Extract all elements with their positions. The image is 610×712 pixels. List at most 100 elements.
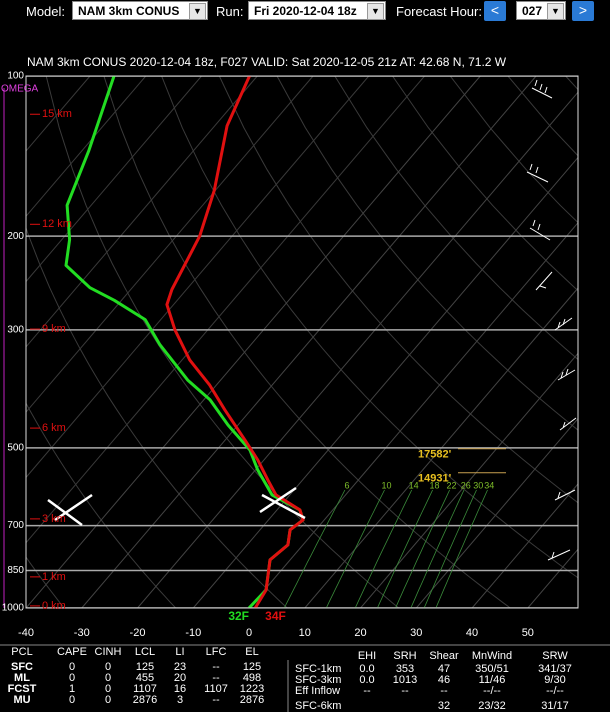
mixing-ratio-label: 34 — [484, 480, 494, 490]
dry-adiabat — [392, 76, 578, 292]
cross-mark — [47, 493, 93, 527]
dry-adiabat — [565, 76, 578, 91]
table-cell: -- — [212, 694, 220, 706]
next-button[interactable]: > — [572, 1, 594, 21]
table-cell: 0 — [68, 672, 76, 684]
mixing-ratio-label: 6 — [344, 480, 349, 490]
table-cell: 2876 — [239, 694, 265, 706]
run-select[interactable]: Fri 2020-12-04 18z ▼ — [248, 1, 386, 20]
table-cell: CINH — [94, 646, 122, 658]
dry-adiabat — [334, 76, 578, 361]
prev-button[interactable]: < — [484, 1, 506, 21]
wind-barb — [529, 219, 551, 241]
table-cell: -- — [363, 685, 371, 697]
mixing-ratio-line — [377, 489, 433, 608]
table-cell: 1107 — [204, 683, 228, 695]
table-cell: 125 — [242, 661, 262, 673]
height-label: 15 km — [42, 108, 72, 120]
table-cell: 0 — [68, 694, 76, 706]
hour-value: 027 — [522, 4, 543, 18]
y-tick-label: 700 — [7, 520, 24, 531]
table-cell: 350/51 — [475, 663, 509, 675]
wind-barb — [535, 271, 553, 291]
mixing-ratio-label: 10 — [381, 480, 391, 490]
height-label: 0 km — [42, 600, 66, 612]
wind-barb — [554, 317, 573, 331]
dry-adiabat — [276, 76, 578, 431]
mixing-ratio-label: 22 — [446, 480, 456, 490]
height-label: 1 km — [42, 571, 66, 583]
isotherm — [192, 156, 578, 608]
y-tick-label: 200 — [7, 231, 24, 242]
table-cell: 9/30 — [544, 674, 566, 686]
table-cell: FCST — [7, 683, 37, 695]
table-cell: 125 — [135, 661, 155, 673]
run-label: Run: — [216, 4, 244, 19]
model-label: Model: — [26, 4, 66, 19]
x-tick-label: 50 — [522, 627, 534, 639]
mixing-ratio-line — [423, 489, 477, 608]
table-cell: 0.0 — [359, 663, 375, 675]
height-label: 12 km — [42, 218, 72, 230]
x-tick-label: -30 — [74, 627, 90, 639]
mixing-ratio-line — [325, 489, 385, 608]
hour-select[interactable]: 027 ▼ — [516, 1, 566, 20]
table-cell: 0 — [104, 661, 112, 673]
table-cell: 455 — [135, 672, 155, 684]
y-tick-label: 500 — [7, 442, 24, 453]
height-label: 6 km — [42, 422, 66, 434]
dry-adiabat — [449, 76, 578, 224]
isotherm — [26, 76, 425, 544]
chart-title: NAM 3km CONUS 2020-12-04 18z, F027 VALID… — [27, 55, 507, 69]
table-cell: SFC — [11, 661, 33, 673]
dry-adiabat — [218, 76, 578, 504]
level-label: 14931' — [418, 473, 452, 485]
hour-label: Forecast Hour: — [396, 4, 482, 19]
mixing-ratio-line — [435, 489, 488, 608]
surface-dewpoint-label: 32F — [228, 609, 249, 623]
table-cell: 1223 — [239, 683, 265, 695]
table-cell: --/-- — [483, 685, 501, 697]
wind-barb — [547, 549, 571, 561]
dry-adiabat — [26, 226, 288, 608]
y-tick-label: 1000 — [2, 603, 25, 614]
model-value: NAM 3km CONUS — [78, 4, 180, 18]
dropdown-arrow: ▼ — [547, 3, 564, 20]
table-cell: Eff Inflow — [295, 685, 341, 697]
cross-mark — [259, 486, 306, 520]
dry-adiabat — [103, 76, 511, 608]
x-tick-label: -20 — [130, 627, 146, 639]
table-cell: Shear — [429, 650, 459, 662]
table-cell: LI — [175, 646, 185, 658]
model-select[interactable]: NAM 3km CONUS ▼ — [72, 1, 208, 20]
wind-barb — [559, 417, 577, 431]
isotherm — [304, 287, 578, 608]
table-cell: MU — [13, 694, 31, 706]
mixing-ratio-label: 26 — [461, 480, 471, 490]
table-cell: 0 — [68, 661, 76, 673]
mixing-ratio-label: 18 — [429, 480, 439, 490]
x-tick-label: -10 — [185, 627, 201, 639]
isotherm — [26, 76, 370, 479]
table-cell: PCL — [11, 646, 33, 658]
wind-barb — [531, 79, 553, 99]
height-label: 9 km — [42, 323, 66, 335]
table-cell: 1107 — [133, 683, 157, 695]
mixing-ratio-line — [283, 489, 346, 608]
dry-adiabat — [161, 76, 578, 579]
table-cell: 31/17 — [541, 700, 569, 712]
table-cell: --/-- — [546, 685, 564, 697]
mixing-ratio-label: 30 — [473, 480, 483, 490]
mixing-ratio-line — [354, 489, 413, 608]
wind-barb — [557, 368, 576, 381]
cursor-marks — [47, 486, 306, 527]
table-cell: 23/32 — [478, 700, 506, 712]
temperature-line — [165, 76, 305, 608]
wind-barb — [526, 163, 549, 183]
mixing-ratio-label: 14 — [409, 480, 419, 490]
omega-label: OMEGA — [1, 84, 39, 95]
table-cell: 32 — [437, 700, 451, 712]
table-cell: 498 — [242, 672, 262, 684]
